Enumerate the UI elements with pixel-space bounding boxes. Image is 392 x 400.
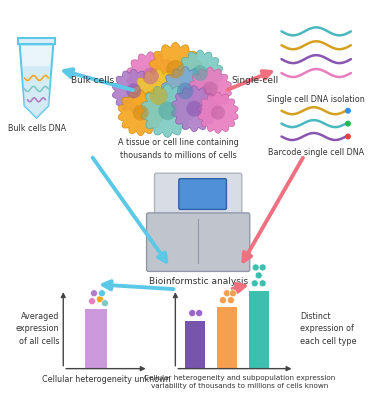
Text: sequencing: sequencing xyxy=(188,182,216,187)
Circle shape xyxy=(345,121,351,126)
FancyBboxPatch shape xyxy=(154,173,242,215)
Circle shape xyxy=(91,290,98,297)
Text: Single-cell: Single-cell xyxy=(231,76,278,86)
FancyBboxPatch shape xyxy=(179,179,227,210)
Circle shape xyxy=(255,272,262,279)
Circle shape xyxy=(196,310,203,316)
Text: Cellular heterogeneity and subpopulation expression
variability of thousands to : Cellular heterogeneity and subpopulation… xyxy=(144,374,336,389)
Text: Single cell DNA isolation: Single cell DNA isolation xyxy=(267,95,365,104)
Polygon shape xyxy=(149,42,201,96)
Polygon shape xyxy=(162,67,209,115)
Polygon shape xyxy=(178,50,223,96)
Text: seq    seq: seq seq xyxy=(188,203,208,207)
Polygon shape xyxy=(142,84,193,137)
Circle shape xyxy=(186,101,202,117)
Circle shape xyxy=(158,102,176,120)
Bar xyxy=(249,291,269,369)
Bar xyxy=(85,309,107,369)
Circle shape xyxy=(259,264,266,271)
Text: Bulk cells DNA: Bulk cells DNA xyxy=(8,124,67,133)
Polygon shape xyxy=(20,44,53,118)
Circle shape xyxy=(220,297,227,304)
Circle shape xyxy=(102,300,109,307)
Text: A tissue or cell line containing
thousands to millions of cells: A tissue or cell line containing thousan… xyxy=(118,138,239,160)
Circle shape xyxy=(259,280,266,287)
Bar xyxy=(185,321,205,369)
Circle shape xyxy=(166,60,185,78)
Circle shape xyxy=(211,106,225,120)
Text: Bioinformstic analysis: Bioinformstic analysis xyxy=(149,277,248,286)
Circle shape xyxy=(133,105,149,121)
Circle shape xyxy=(227,297,234,304)
Circle shape xyxy=(149,87,168,105)
Polygon shape xyxy=(18,38,55,44)
Circle shape xyxy=(223,290,230,297)
Text: Averaged
expression
of all cells: Averaged expression of all cells xyxy=(16,312,59,346)
Circle shape xyxy=(89,298,96,305)
Polygon shape xyxy=(113,69,155,113)
Circle shape xyxy=(126,83,141,98)
Text: Distinct
expression of
each cell type: Distinct expression of each cell type xyxy=(300,312,357,346)
Polygon shape xyxy=(118,90,163,136)
Circle shape xyxy=(142,68,159,84)
Circle shape xyxy=(203,81,218,96)
Circle shape xyxy=(98,290,105,297)
Text: Barcode single cell DNA: Barcode single cell DNA xyxy=(268,148,364,158)
Circle shape xyxy=(345,134,351,140)
Circle shape xyxy=(251,280,258,287)
Circle shape xyxy=(192,65,208,81)
Text: Bulk cells: Bulk cells xyxy=(71,76,114,86)
Circle shape xyxy=(96,296,103,303)
Circle shape xyxy=(345,108,351,114)
Circle shape xyxy=(177,82,194,99)
Circle shape xyxy=(229,290,236,297)
Polygon shape xyxy=(127,52,174,100)
Bar xyxy=(217,307,237,369)
Polygon shape xyxy=(132,69,185,122)
Polygon shape xyxy=(172,86,217,132)
Circle shape xyxy=(189,310,196,316)
Text: Cellular heterogeneity unknown: Cellular heterogeneity unknown xyxy=(42,374,170,384)
Polygon shape xyxy=(189,67,231,111)
Polygon shape xyxy=(23,66,50,118)
Polygon shape xyxy=(198,92,238,133)
Circle shape xyxy=(252,264,259,271)
FancyBboxPatch shape xyxy=(147,213,250,272)
